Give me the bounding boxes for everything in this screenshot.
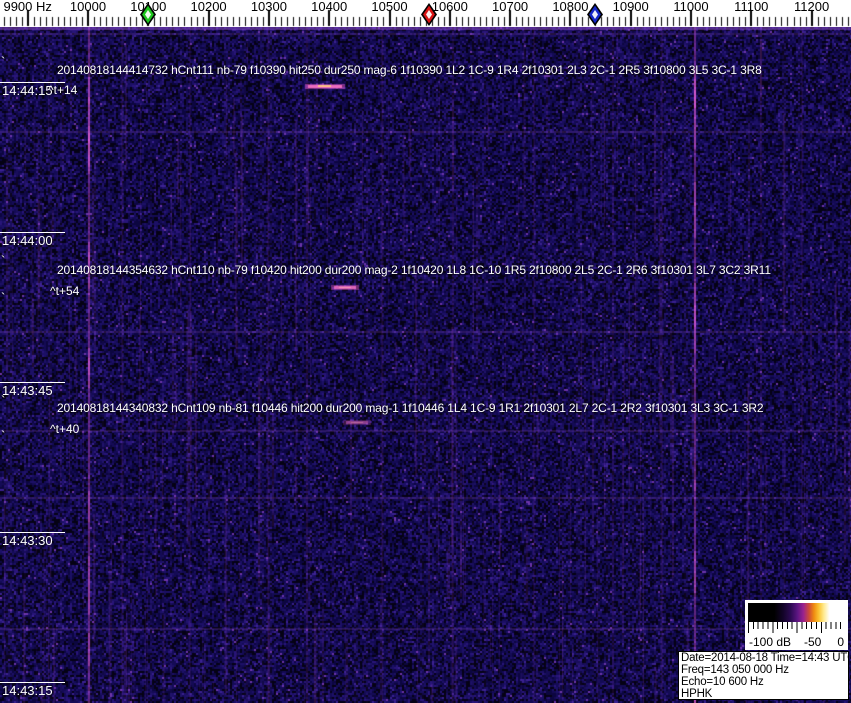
status-info-box: Date=2014-08-18 Time=14:43 UTC Freq=143 … bbox=[678, 651, 849, 700]
ruler-frequency-label: 10300 bbox=[250, 0, 287, 14]
info-frequency: Freq=143 050 000 Hz bbox=[681, 664, 789, 676]
info-callsign: HPHK bbox=[681, 688, 713, 700]
db-label-high: 0 bbox=[837, 635, 844, 649]
ruler-frequency-label: 10400 bbox=[311, 0, 348, 14]
frequency-ruler[interactable]: 9900 Hz100001010010200103001040010500106… bbox=[0, 0, 851, 27]
ruler-frequency-label: 10600 bbox=[431, 0, 468, 14]
ruler-frequency-label: 10800 bbox=[552, 0, 589, 14]
db-scale-labels: -100 dB -50 0 bbox=[748, 635, 845, 649]
frequency-marker-green[interactable] bbox=[140, 3, 157, 26]
ruler-frequency-label: 11000 bbox=[673, 0, 709, 14]
ruler-frequency-label: 11200 bbox=[794, 0, 830, 14]
frequency-marker-red[interactable] bbox=[420, 3, 437, 26]
ruler-frequency-label: 11100 bbox=[734, 0, 769, 14]
ruler-frequency-label: 10000 bbox=[69, 0, 107, 14]
info-echo: Echo=10 600 Hz bbox=[681, 676, 764, 688]
ruler-frequency-label: 9900 Hz bbox=[3, 0, 52, 14]
db-label-mid: -50 bbox=[804, 635, 822, 649]
frequency-marker-blue[interactable] bbox=[586, 3, 603, 26]
ruler-frequency-label: 10700 bbox=[492, 0, 529, 14]
ruler-frequency-label: 10500 bbox=[371, 0, 408, 14]
ruler-frequency-label: 10900 bbox=[612, 0, 649, 14]
db-scale-ticks bbox=[748, 622, 845, 635]
db-label-low: -100 dB bbox=[749, 635, 792, 649]
info-date-time: Date=2014-08-18 Time=14:43 UTC bbox=[681, 652, 849, 664]
db-color-scale-legend: -100 dB -50 0 bbox=[745, 600, 848, 650]
ruler-frequency-label: 10200 bbox=[190, 0, 227, 14]
spectrogram-canvas[interactable] bbox=[0, 27, 851, 703]
db-color-gradient-bar bbox=[748, 603, 845, 622]
